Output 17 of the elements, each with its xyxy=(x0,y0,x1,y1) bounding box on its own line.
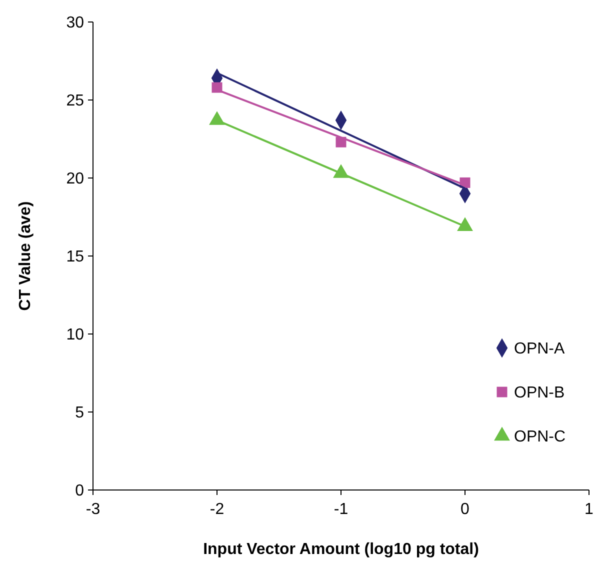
y-tick-label: 30 xyxy=(66,14,84,32)
y-tick-label: 25 xyxy=(66,92,84,110)
x-tick-label: 1 xyxy=(584,501,594,518)
y-axis-title: CT Value (ave) xyxy=(17,201,34,311)
y-tick-label: 5 xyxy=(75,404,84,422)
x-tick-label: -3 xyxy=(86,501,100,518)
x-tick-label: -2 xyxy=(210,501,224,518)
legend-label: OPN-B xyxy=(514,384,565,402)
x-tick-label: -1 xyxy=(334,501,348,518)
y-tick-label: 15 xyxy=(66,248,84,266)
legend-label: OPN-A xyxy=(514,340,565,358)
y-tick-label: 0 xyxy=(75,482,84,500)
y-tick-label: 20 xyxy=(66,170,84,188)
x-tick-label: 0 xyxy=(460,501,470,518)
legend-label: OPN-C xyxy=(514,428,566,446)
x-axis-title: Input Vector Amount (log10 pg total) xyxy=(203,541,479,558)
y-tick-label: 10 xyxy=(66,326,84,344)
